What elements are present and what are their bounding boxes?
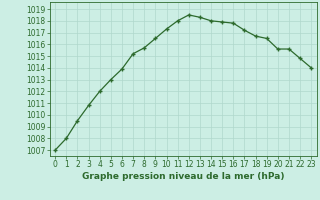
X-axis label: Graphe pression niveau de la mer (hPa): Graphe pression niveau de la mer (hPa) (82, 172, 284, 181)
